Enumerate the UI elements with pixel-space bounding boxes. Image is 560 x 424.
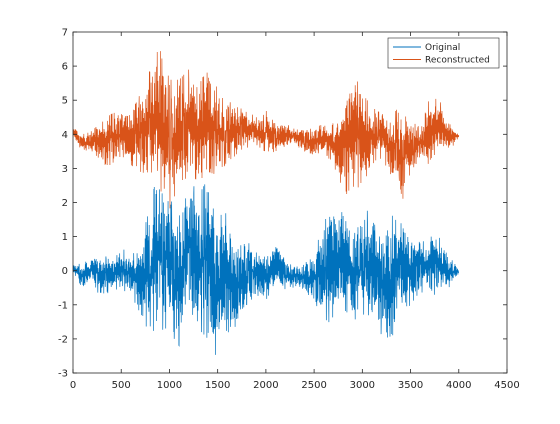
legend-label-reconstructed: Reconstructed bbox=[425, 56, 490, 66]
x-tick-label: 2000 bbox=[253, 380, 278, 391]
axes: 0 500 1000 1500 2000 2500 3000 3500 4000 4500 -3 -2… bbox=[58, 28, 520, 392]
legend-label-original: Original bbox=[425, 43, 460, 53]
x-tick-label: 0 bbox=[70, 380, 76, 391]
x-tick-label: 3000 bbox=[350, 380, 375, 391]
x-tick-label: 1500 bbox=[205, 380, 230, 391]
x-tick-label: 500 bbox=[112, 380, 131, 391]
x-tick-label: 1000 bbox=[157, 380, 182, 391]
y-tick-label: 7 bbox=[62, 28, 68, 39]
y-tick-label: -3 bbox=[58, 369, 68, 380]
series-line-reconstructed bbox=[73, 51, 460, 209]
y-tick-label: 5 bbox=[62, 96, 68, 107]
y-tick-label: 4 bbox=[62, 130, 68, 141]
x-tick-label: 4000 bbox=[446, 380, 471, 391]
y-tick-label: 0 bbox=[62, 266, 68, 277]
y-tick-label: 3 bbox=[62, 164, 68, 175]
y-tick-label: -1 bbox=[58, 300, 68, 311]
legend: Original Reconstructed bbox=[387, 37, 500, 69]
legend-box bbox=[387, 37, 500, 69]
x-tick-label: 3500 bbox=[398, 380, 423, 391]
x-tick-label: 2500 bbox=[301, 380, 326, 391]
y-tick-label: 1 bbox=[62, 232, 68, 243]
plot-area bbox=[73, 32, 507, 373]
y-tick-label: 6 bbox=[62, 62, 68, 73]
y-tick-label: 2 bbox=[62, 198, 68, 209]
x-tick-label: 4500 bbox=[494, 380, 519, 391]
y-tick-label: -2 bbox=[58, 334, 68, 345]
series-line-original bbox=[73, 184, 460, 355]
plot-background bbox=[73, 32, 507, 373]
